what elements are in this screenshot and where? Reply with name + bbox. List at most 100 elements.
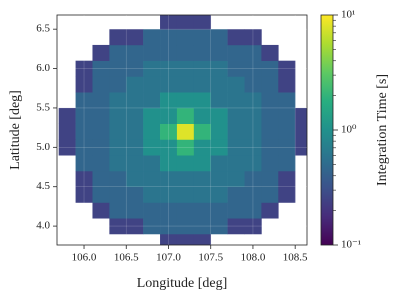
heat-cell (160, 170, 178, 188)
heat-cell (193, 218, 212, 235)
heat-cell (176, 92, 195, 109)
heat-cell (75, 186, 93, 203)
heat-cell (126, 123, 144, 140)
heat-cell (278, 155, 296, 172)
heat-cell (210, 170, 228, 188)
heat-cell (109, 218, 127, 235)
heat-cell (193, 170, 212, 188)
heat-cell (227, 76, 245, 93)
colorbar (320, 14, 334, 246)
heat-cell (244, 76, 262, 93)
heat-cell (261, 155, 279, 172)
heat-cell (244, 29, 262, 46)
y-tick-label: 5.0 (36, 141, 50, 153)
heat-cell (92, 60, 110, 77)
heat-cell (75, 123, 93, 140)
heat-cell (75, 60, 93, 77)
x-tick-label: 107.0 (156, 252, 181, 264)
heat-cell (126, 139, 144, 156)
heat-cell (210, 44, 228, 61)
heat-cell (210, 29, 228, 46)
heat-cell (193, 92, 212, 109)
heat-cell (227, 107, 245, 124)
heat-cell (193, 15, 212, 30)
heat-cell (176, 155, 195, 172)
heat-cell (176, 202, 195, 219)
heat-cell (176, 186, 195, 203)
colorbar-tick-label: 10¹ (341, 9, 355, 21)
heat-cell (261, 123, 279, 140)
heat-cell (160, 202, 178, 219)
heatmap (58, 15, 307, 245)
heat-cell (109, 123, 127, 140)
heat-cell (193, 107, 212, 124)
heat-cell (58, 107, 76, 124)
heat-cell (109, 186, 127, 203)
heat-cell (210, 139, 228, 156)
heat-cell (143, 139, 161, 156)
y-tick-label: 5.5 (36, 101, 50, 113)
heat-cell (143, 186, 161, 203)
heat-cell (244, 218, 262, 235)
y-tick-label: 6.5 (36, 23, 50, 35)
heat-cell (160, 92, 178, 109)
heat-cell (244, 92, 262, 109)
heat-cell (261, 76, 279, 93)
heat-cell (210, 202, 228, 219)
y-axis-label: Latitude [deg] (8, 90, 23, 170)
heat-cell (210, 60, 228, 77)
heat-cell (126, 29, 144, 46)
heat-cell (244, 202, 262, 219)
heat-cell (109, 139, 127, 156)
heat-cell (261, 139, 279, 156)
heat-cell (126, 92, 144, 109)
heat-cell (176, 123, 195, 140)
heat-cell (160, 15, 178, 30)
heat-cell (227, 170, 245, 188)
heat-cell (244, 170, 262, 188)
heat-cell (75, 170, 93, 188)
heat-cell (295, 107, 307, 124)
heat-cell (109, 76, 127, 93)
heat-cell (160, 233, 178, 245)
heat-cell (143, 44, 161, 61)
heat-cell (278, 123, 296, 140)
heat-cell (109, 155, 127, 172)
heat-cell (160, 29, 178, 46)
heat-cell (227, 155, 245, 172)
heat-cell (160, 186, 178, 203)
heat-cell (295, 123, 307, 140)
heat-cell (193, 123, 212, 140)
heat-cell (92, 155, 110, 172)
y-tick-label: 6.0 (36, 62, 50, 74)
heat-cell (109, 44, 127, 61)
heat-cell (126, 44, 144, 61)
heat-cell (143, 29, 161, 46)
heat-cell (92, 202, 110, 219)
heat-cell (227, 29, 245, 46)
heat-cell (193, 202, 212, 219)
heat-cell (92, 123, 110, 140)
heat-cell (126, 202, 144, 219)
colorbar-tick-label: 10⁰ (341, 124, 357, 136)
heat-cell (227, 44, 245, 61)
heat-cell (227, 186, 245, 203)
heat-cell (278, 92, 296, 109)
heat-cell (160, 218, 178, 235)
heat-cell (143, 170, 161, 188)
x-tick-label: 108.0 (241, 252, 266, 264)
heat-cell (92, 44, 110, 61)
heat-cell (160, 60, 178, 77)
heat-cell (193, 155, 212, 172)
heat-cell (278, 107, 296, 124)
heat-cell (176, 44, 195, 61)
heat-cell (126, 76, 144, 93)
heat-cell (193, 29, 212, 46)
heat-cell (143, 155, 161, 172)
heat-cell (193, 76, 212, 93)
heat-cell (92, 139, 110, 156)
heat-cell (143, 218, 161, 235)
heat-cell (92, 92, 110, 109)
heat-cell (160, 107, 178, 124)
heat-cell (176, 15, 195, 30)
